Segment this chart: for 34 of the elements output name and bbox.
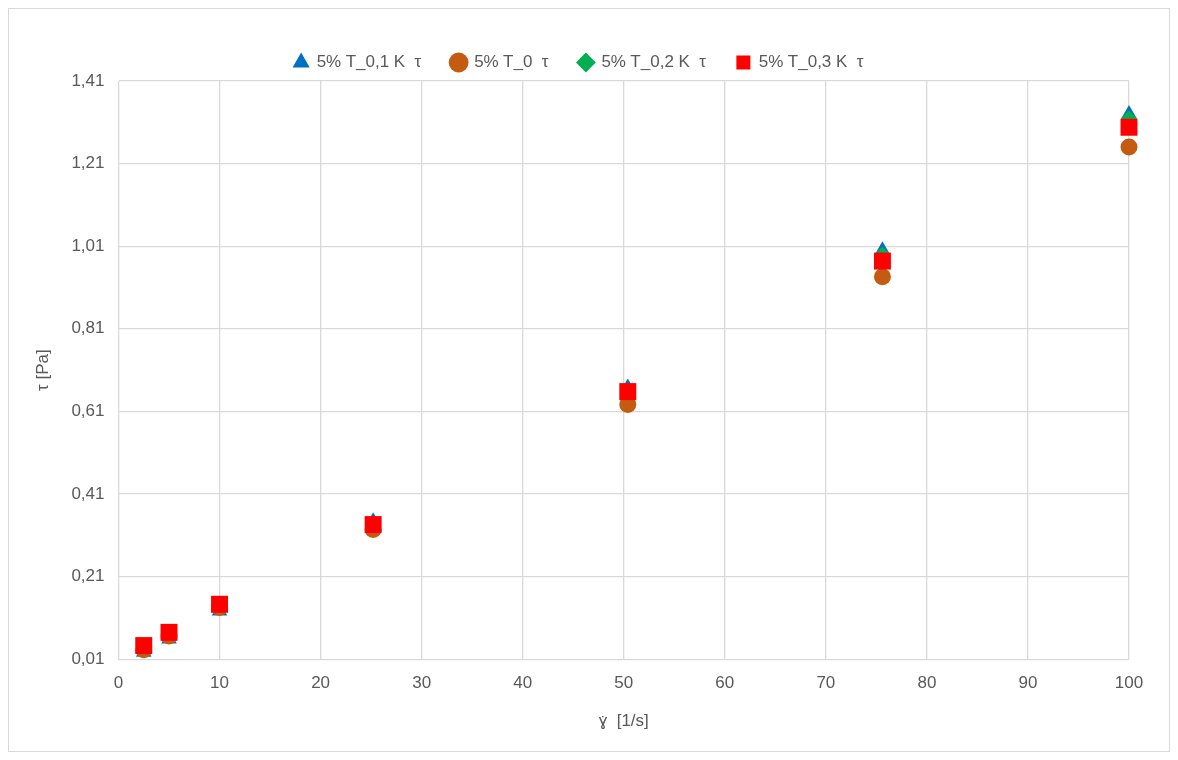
y-tick-label: 0,81 — [71, 318, 105, 338]
x-tick-label: 50 — [614, 673, 634, 693]
y-tick-label: 0,01 — [71, 648, 105, 668]
x-tick-label: 0 — [113, 673, 124, 693]
x-tick-label: 60 — [715, 673, 735, 693]
legend-label: 5% T_0,1 K τ — [316, 52, 422, 72]
legend-label: 5% T_0,3 K τ — [758, 52, 864, 72]
y-tick-label: 0,61 — [71, 401, 105, 421]
point — [160, 623, 178, 641]
point — [211, 595, 229, 613]
x-axis-title: ɣ̇ [1/s] — [598, 711, 649, 731]
x-tick-label: 40 — [513, 673, 533, 693]
point — [619, 383, 637, 401]
y-axis-title: τ [Pa] — [32, 349, 52, 391]
y-tick-label: 1,01 — [71, 235, 105, 255]
point — [873, 252, 891, 270]
y-tick-label: 0,21 — [71, 566, 105, 586]
point — [1120, 118, 1138, 136]
y-tick-label: 1,41 — [71, 70, 105, 90]
point — [1120, 138, 1138, 156]
x-tick-label: 90 — [1018, 673, 1038, 693]
legend-label: 5% T_0,2 K τ — [601, 52, 707, 72]
legend-label: 5% T_0 τ — [474, 52, 549, 72]
x-tick-label: 20 — [311, 673, 331, 693]
x-tick-label: 10 — [210, 673, 229, 693]
y-tick-label: 1,21 — [71, 153, 105, 173]
point — [364, 516, 382, 534]
x-tick-label: 80 — [917, 673, 937, 693]
point — [135, 637, 153, 655]
point — [873, 268, 891, 286]
x-tick-label: 100 — [1114, 673, 1144, 693]
y-tick-label: 0,41 — [71, 483, 105, 503]
x-tick-label: 30 — [412, 673, 432, 693]
x-tick-label: 70 — [816, 673, 836, 693]
